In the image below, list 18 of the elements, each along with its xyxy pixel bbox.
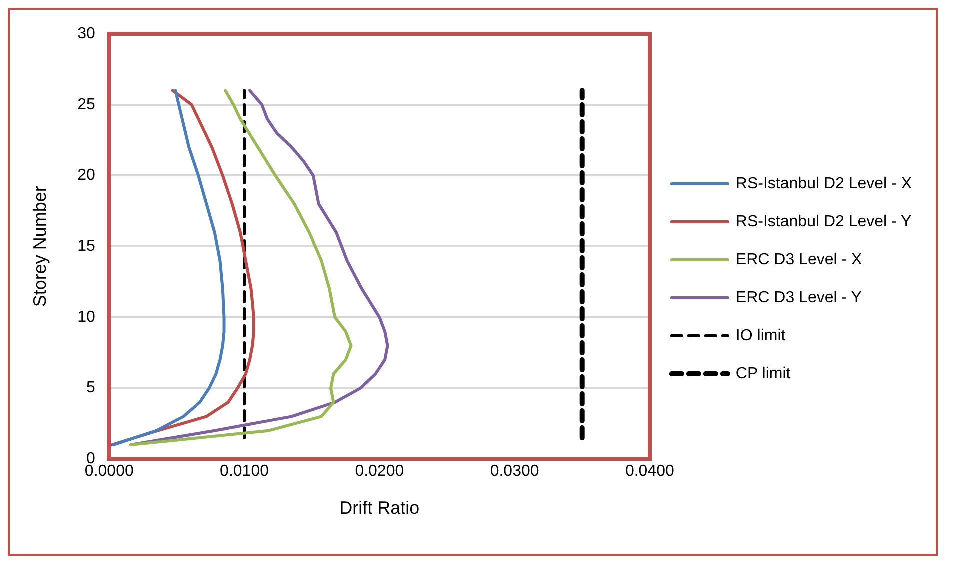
y-tick-label: 15 — [78, 238, 96, 256]
legend-label: ERC D3 Level - Y — [736, 289, 862, 306]
legend-label: CP limit — [736, 365, 792, 382]
x-tick-label: 0.0400 — [625, 463, 674, 480]
legend-label: ERC D3 Level - X — [736, 251, 863, 268]
y-tick-label: 10 — [78, 308, 96, 326]
legend-label: RS-Istanbul D2 Level - Y — [736, 213, 912, 230]
y-axis-title: Storey Number — [30, 186, 50, 308]
y-tick-label: 25 — [78, 96, 96, 114]
x-axis-title: Drift Ratio — [340, 498, 420, 518]
y-tick-label: 30 — [78, 25, 96, 42]
y-tick-label: 5 — [86, 380, 96, 397]
x-tick-label: 0.0300 — [490, 463, 540, 480]
x-tick-label: 0.0100 — [220, 463, 270, 480]
legend-label: IO limit — [736, 327, 786, 344]
x-tick-label: 0.0200 — [355, 463, 404, 480]
legend-label: RS-Istanbul D2 Level - X — [736, 175, 912, 192]
y-tick-label: 20 — [78, 167, 96, 184]
